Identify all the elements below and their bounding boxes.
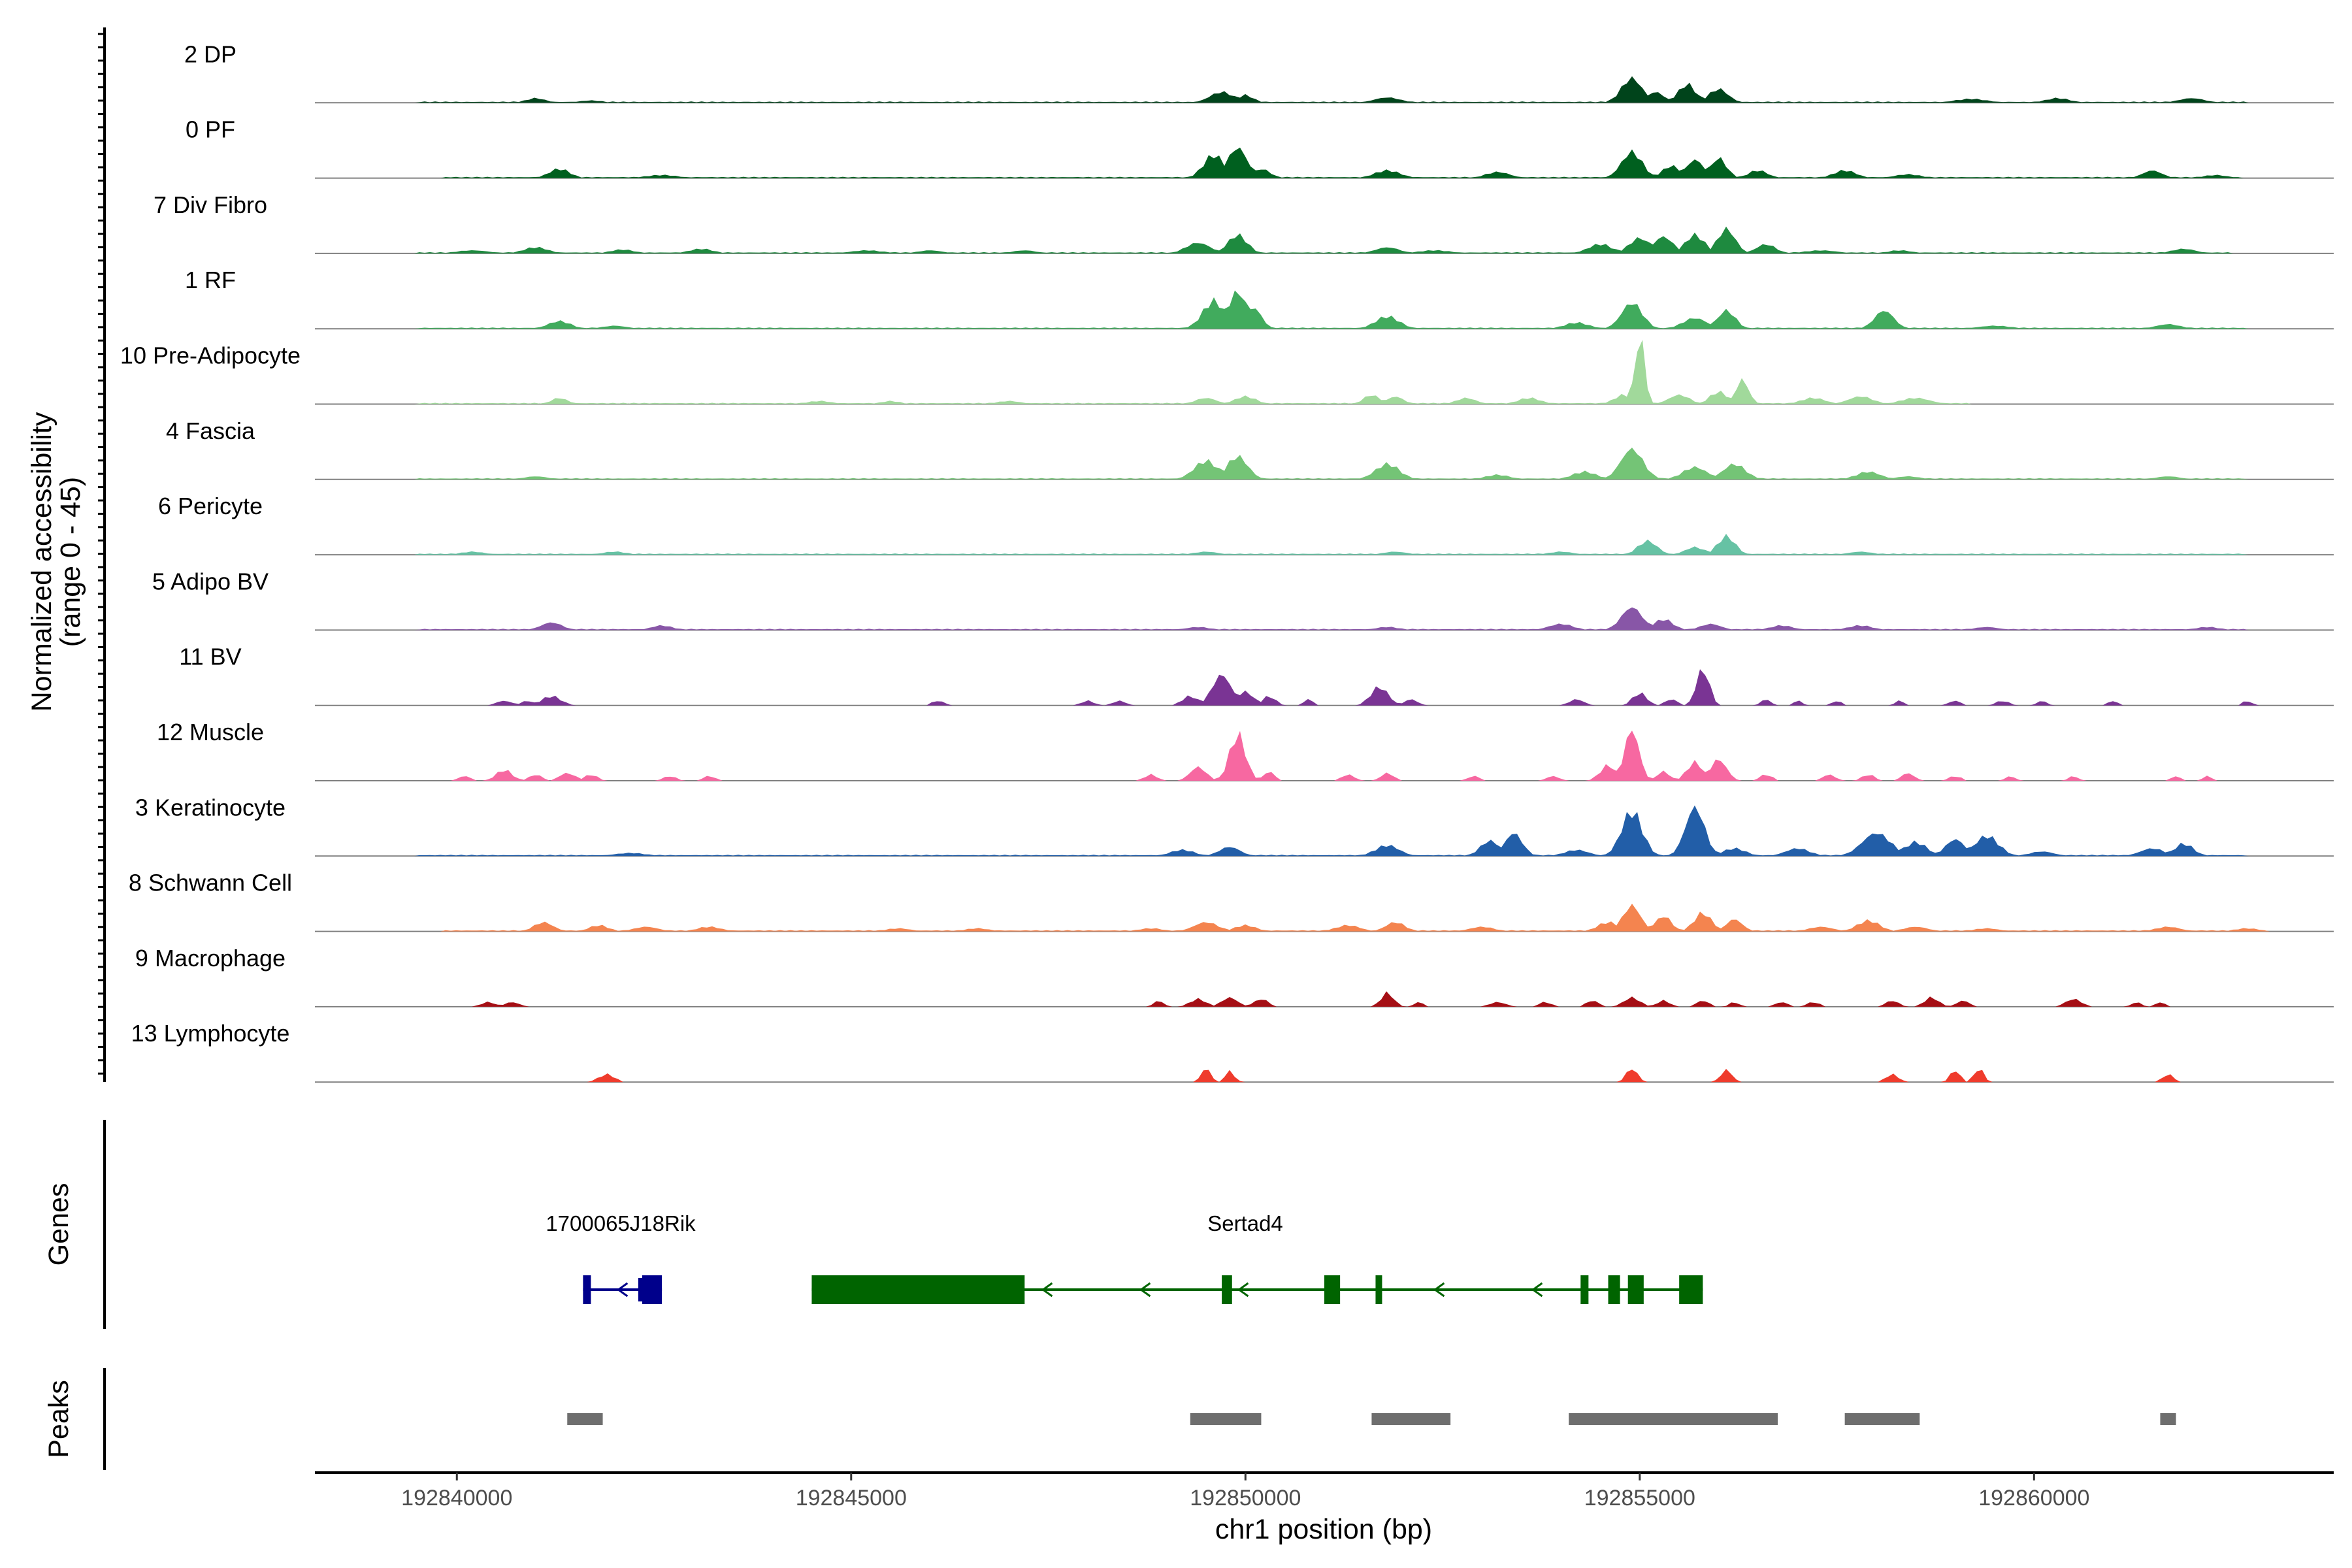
x-axis-ticks: 192840000 192845000 192850000 192855000 1928… [401,1473,2089,1511]
coverage-area [315,805,2334,857]
track-1: 0 PF [186,116,2334,179]
exon [1679,1275,1703,1304]
gene-Sertad4: Sertad4 [811,1211,1703,1304]
coverage-area [315,448,2334,480]
exon [642,1275,662,1304]
coverage-area [315,991,2334,1007]
track-label: 13 Lymphocyte [131,1020,290,1047]
track-label: 4 Fascia [166,417,255,444]
x-axis-title: chr1 position (bp) [1215,1514,1432,1545]
track-10: 3 Keratinocyte [135,794,2334,857]
track-4: 10 Pre-Adipocyte [120,340,2334,405]
peak-regions [567,1413,2176,1425]
coverage-area [315,147,2334,178]
track-label: 9 Macrophage [135,945,286,972]
x-tick-label: 192855000 [1584,1486,1695,1511]
track-5: 4 Fascia [166,417,2334,480]
track-label: 10 Pre-Adipocyte [120,342,301,369]
y-axis-title: Normalized accessibility [26,412,57,711]
x-tick-label: 192845000 [796,1486,907,1511]
genes-panel-title: Genes [43,1183,74,1266]
strand-arrow [1237,1282,1249,1298]
exon [638,1278,645,1301]
track-label: 1 RF [185,267,236,293]
track-2: 7 Div Fibro [154,191,2334,254]
strand-arrow [1139,1282,1151,1298]
gene-label: Sertad4 [1207,1211,1283,1235]
coverage-area [315,226,2334,253]
track-label: 6 Pericyte [158,493,263,519]
peak-region [2160,1413,2176,1425]
track-13: 13 Lymphocyte [131,1020,2334,1083]
y-axis-range-label: (range 0 - 45) [55,477,86,647]
x-tick-label: 192850000 [1190,1486,1301,1511]
peak-region [1371,1413,1451,1425]
peak-region [1190,1413,1262,1425]
track-9: 12 Muscle [157,719,2334,781]
x-tick-label: 192860000 [1978,1486,2089,1511]
exon [811,1275,1025,1304]
track-6: 6 Pericyte [158,493,2334,556]
x-tick-label: 192840000 [401,1486,512,1511]
track-label: 8 Schwann Cell [129,870,292,896]
track-0: 2 DP [184,41,2334,104]
coverage-area [315,1069,2334,1083]
coverage-area [315,290,2334,329]
exon [1222,1275,1232,1304]
peak-region [567,1413,603,1425]
peaks-panel-title: Peaks [43,1380,74,1458]
strand-arrow [1041,1282,1053,1298]
coverage-area [315,904,2334,932]
strand-arrow [1531,1282,1543,1298]
exon [1580,1275,1589,1304]
coverage-area [315,730,2334,781]
peak-region [1844,1413,1920,1425]
y-axis [98,27,106,1082]
coverage-area [315,607,2334,630]
track-label: 11 BV [179,644,241,670]
track-label: 12 Muscle [157,719,264,745]
track-label: 2 DP [184,41,237,67]
exon [1324,1275,1341,1304]
strand-arrow [616,1282,629,1298]
track-12: 9 Macrophage [135,945,2334,1007]
track-8: 11 BV [179,644,2334,706]
coverage-area [315,340,2334,404]
exon [583,1275,591,1304]
track-11: 8 Schwann Cell [129,870,2334,932]
exon [1608,1275,1620,1304]
peak-region [1569,1413,1778,1425]
coverage-area [315,534,2334,555]
coverage-area [315,76,2334,103]
track-label: 3 Keratinocyte [135,794,286,821]
coverage-area [315,669,2334,706]
exon [1627,1275,1644,1304]
gene-annotations: 1700065J18Rik Sertad4 [546,1211,1703,1304]
gene-1700065J18Rik: 1700065J18Rik [546,1211,696,1304]
coverage-tracks: 2 DP 0 PF 7 Div Fibro 1 RF 10 Pre-Adipocyte 4… [120,41,2334,1083]
strand-arrow [1433,1282,1445,1298]
track-7: 5 Adipo BV [152,568,2334,631]
track-label: 7 Div Fibro [154,191,267,218]
gene-label: 1700065J18Rik [546,1211,696,1235]
track-label: 5 Adipo BV [152,568,269,595]
exon [1375,1275,1382,1304]
track-label: 0 PF [186,116,235,143]
track-3: 1 RF [185,267,2334,330]
